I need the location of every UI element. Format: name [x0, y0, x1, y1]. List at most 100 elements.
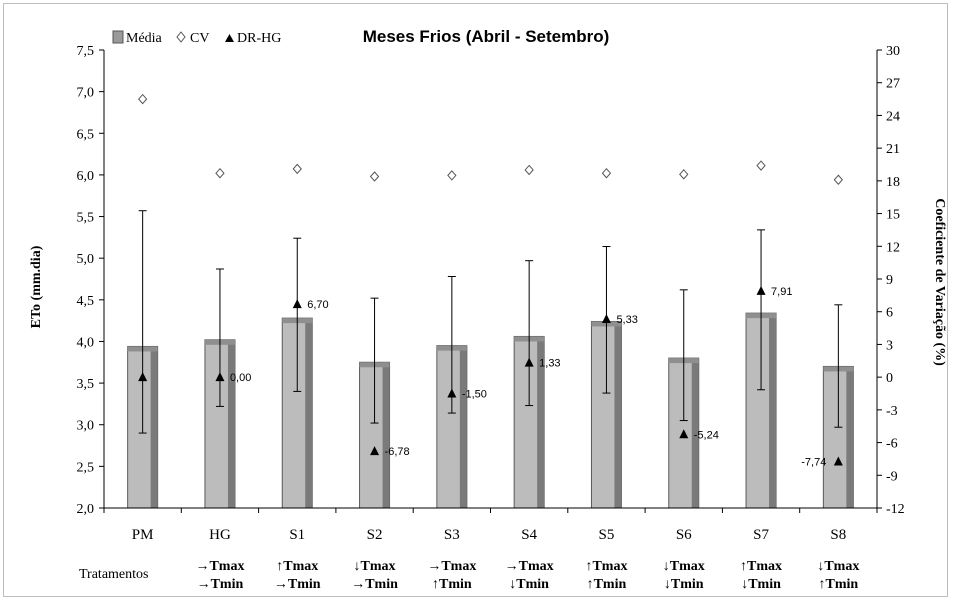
- bar-shade-hg: [227, 339, 235, 508]
- y-tick-label: 3,5: [77, 377, 95, 392]
- y-tick-label: 7,5: [77, 44, 95, 59]
- treatment-s8-row1: ↓Tmax: [817, 559, 859, 574]
- cv-point-s4: [524, 164, 534, 176]
- x-tick-label-s3: S3: [444, 527, 460, 543]
- dr-hg-point-s2: [370, 446, 380, 456]
- bar-shade-s3: [459, 345, 467, 508]
- cv-point-s6: [679, 169, 689, 180]
- treatment-s4-row2: ↓Tmin: [509, 577, 549, 592]
- dr-hg-label-s5: 5,33: [616, 314, 637, 326]
- labels-layer: 0,00 6,70 -6,78 -1,50 1,33 5,33 -5,24 7,91 -7,74: [230, 286, 826, 469]
- dr-hg-label-s2: -6,78: [385, 446, 410, 458]
- cv-point-s2: [369, 171, 380, 182]
- treatments-layer: →Tmax ↑Tmax ↓Tmax →Tmax →Tmax ↑Tmax ↓Tmax ↑Tmax…: [195, 559, 859, 592]
- dr-hg-point-s4: [524, 357, 534, 367]
- y-tick-label: 2,0: [77, 502, 95, 517]
- y2-tick-label: 21: [886, 142, 900, 157]
- dr-hg-label-s8: -7,74: [801, 457, 826, 469]
- bar-shade-s2: [382, 362, 390, 508]
- dr-hg-label-s4: 1,33: [539, 358, 560, 370]
- y2-tick-label: 27: [886, 77, 900, 92]
- dr-hg-point-s6: [679, 429, 689, 439]
- legend-cv: CV: [190, 31, 209, 46]
- treatment-s6-row1: ↓Tmax: [663, 559, 705, 574]
- x-tick-label-s5: S5: [599, 527, 615, 543]
- y-tick-label: 2,5: [77, 460, 95, 475]
- legend-media: Média: [126, 31, 163, 46]
- error-bars-layer: [138, 210, 843, 434]
- y2-tick-label: 15: [886, 208, 900, 223]
- x-tick-label-s1: S1: [289, 527, 305, 543]
- cv-point-pm: [137, 93, 148, 105]
- y-tick-label: 6,0: [77, 169, 95, 184]
- dr-hg-label-s1: 6,70: [307, 299, 328, 311]
- legend-triangle-swatch: [225, 34, 234, 42]
- legend: Média CV DR-HG: [112, 30, 281, 46]
- dr-hg-label-s6: -5,24: [694, 429, 719, 441]
- cv-point-s1: [292, 163, 302, 175]
- legend-dr-hg: DR-HG: [237, 31, 281, 46]
- treatment-s1-row2: →Tmin: [274, 577, 321, 592]
- y2-tick-label: -9: [886, 469, 898, 484]
- treatment-s4-row1: →Tmax: [505, 559, 554, 574]
- y2-tick-label: 18: [886, 175, 900, 190]
- treatment-s7-row1: ↑Tmax: [740, 559, 782, 574]
- treatment-s3-row1: →Tmax: [427, 559, 476, 574]
- bar-shade-s1: [305, 318, 313, 508]
- bar-shade-s5: [614, 321, 622, 508]
- axes-layer: 2,0 2,5 3,0 3,5 4,0 4,5 5,0 5,5 6,0 6,5 7,0 7,5 -12 -…: [77, 44, 905, 543]
- markers-layer: [137, 93, 844, 466]
- dr-hg-label-hg: 0,00: [230, 372, 251, 384]
- cv-point-s5: [601, 167, 612, 179]
- treatment-s7-row2: ↓Tmin: [741, 577, 781, 592]
- x-tick-label-s4: S4: [521, 527, 537, 543]
- treatment-s5-row1: ↑Tmax: [585, 559, 627, 574]
- legend-diamond-swatch: [176, 31, 186, 43]
- cv-point-hg: [215, 167, 225, 179]
- x-tick-label-s7: S7: [753, 527, 769, 543]
- y-tick-label: 6,5: [77, 127, 95, 142]
- y-tick-label: 4,5: [77, 294, 95, 309]
- y-tick-label: 5,5: [77, 211, 95, 226]
- treatment-s6-row2: ↓Tmin: [664, 577, 704, 592]
- y-tick-label: 4,0: [77, 335, 95, 350]
- dr-hg-point-hg: [215, 372, 225, 382]
- y2-tick-label: -6: [886, 437, 898, 452]
- y2-tick-label: -3: [886, 404, 898, 419]
- y2-tick-label: 6: [886, 306, 893, 321]
- x-tick-label-s2: S2: [367, 527, 383, 543]
- y2-tick-label: 9: [886, 273, 893, 288]
- cv-point-s8: [833, 174, 844, 186]
- y2-tick-label: 3: [886, 338, 893, 353]
- treatment-s8-row2: ↑Tmin: [819, 577, 859, 592]
- dr-hg-label-s7: 7,91: [771, 286, 792, 298]
- x-tick-label-hg: HG: [209, 527, 231, 543]
- y2-tick-label: 12: [886, 240, 900, 255]
- x-tick-label-s8: S8: [830, 527, 846, 543]
- dr-hg-label-s3: -1,50: [462, 389, 487, 401]
- chart-title: Meses Frios (Abril - Setembro): [363, 27, 610, 46]
- y-tick-label: 3,0: [77, 419, 95, 434]
- y2-tick-label: 30: [886, 44, 900, 59]
- y2-tick-label: -12: [886, 502, 905, 517]
- x-tick-label-pm: PM: [132, 527, 154, 543]
- bar-shade-s7: [769, 313, 777, 508]
- dr-hg-point-s7: [756, 285, 766, 295]
- cv-point-s3: [447, 170, 457, 181]
- treatment-s2-row1: ↓Tmax: [354, 559, 396, 574]
- dr-hg-point-s3: [447, 388, 457, 398]
- treatment-hg-row2: →Tmin: [197, 577, 244, 592]
- dr-hg-point-s5: [601, 314, 611, 324]
- treatment-s3-row2: ↑Tmin: [432, 577, 472, 592]
- legend-bar-swatch: [112, 30, 124, 44]
- treatments-title: Tratamentos: [79, 567, 148, 582]
- bars-layer: [127, 312, 854, 509]
- treatment-s5-row2: ↑Tmin: [587, 577, 627, 592]
- y2-axis-label: Coeficiente de Variação (%): [932, 198, 947, 366]
- treatment-s1-row1: ↑Tmax: [276, 559, 318, 574]
- dr-hg-point-pm: [138, 372, 148, 382]
- treatment-hg-row1: →Tmax: [195, 559, 244, 574]
- y2-tick-label: 24: [886, 109, 900, 124]
- bar-shade-s4: [537, 336, 545, 508]
